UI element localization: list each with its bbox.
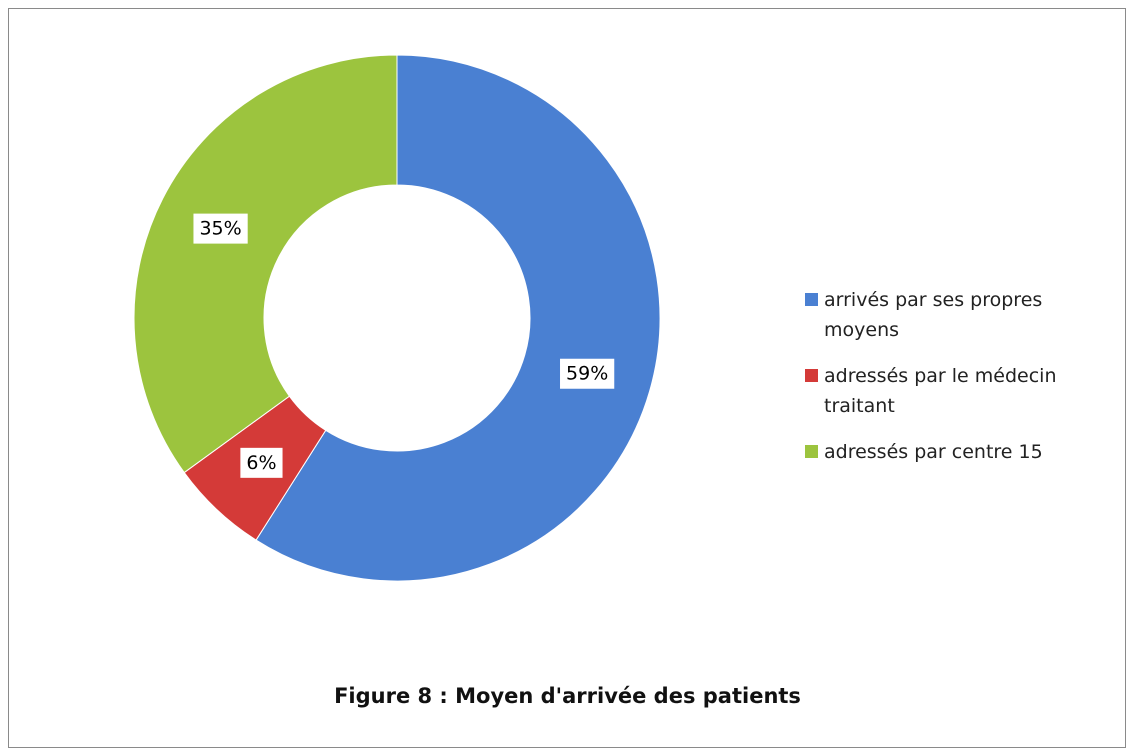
data-label-text: 35% — [199, 218, 241, 240]
legend-swatch — [805, 369, 818, 382]
legend-label: arrivés par ses propres moyens — [824, 289, 1043, 341]
data-label-text: 6% — [246, 452, 276, 474]
data-label: 59% — [560, 358, 615, 389]
legend-label: adressés par centre 15 — [824, 441, 1043, 463]
legend: arrivés par ses propres moyens adressés p… — [805, 285, 1105, 483]
legend-swatch — [805, 293, 818, 306]
chart-title: Figure 8 : Moyen d'arrivée des patients — [334, 684, 801, 708]
legend-item: adressés par le médecin traitant — [805, 361, 1105, 421]
legend-swatch — [805, 445, 818, 458]
donut-segment — [133, 54, 398, 474]
data-label: 6% — [240, 447, 283, 478]
chart: 59% 6% 35% — [133, 54, 661, 582]
data-label-box — [193, 213, 248, 244]
data-label: 35% — [193, 213, 248, 244]
page: {"chart_data": {"type": "donut", "title"… — [8, 8, 1126, 748]
data-label-text: 59% — [566, 363, 608, 385]
legend-label: adressés par le médecin traitant — [824, 365, 1057, 417]
legend-item: adressés par centre 15 — [805, 437, 1105, 467]
data-label-box — [240, 447, 283, 478]
donut-segment — [255, 54, 661, 582]
legend-item: arrivés par ses propres moyens — [805, 285, 1105, 345]
data-label-box — [560, 358, 615, 389]
